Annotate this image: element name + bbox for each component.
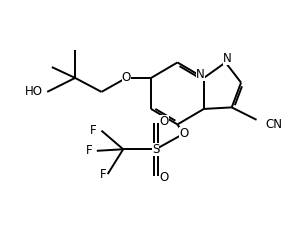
Text: CN: CN [266,118,283,131]
Text: F: F [90,124,97,137]
Text: O: O [122,71,131,84]
Text: S: S [152,143,160,156]
Text: N: N [196,68,205,81]
Text: O: O [179,127,188,140]
Text: N: N [223,52,231,65]
Text: F: F [86,144,92,157]
Text: O: O [160,115,169,128]
Text: HO: HO [25,85,43,98]
Text: F: F [99,168,106,181]
Text: O: O [160,171,169,184]
